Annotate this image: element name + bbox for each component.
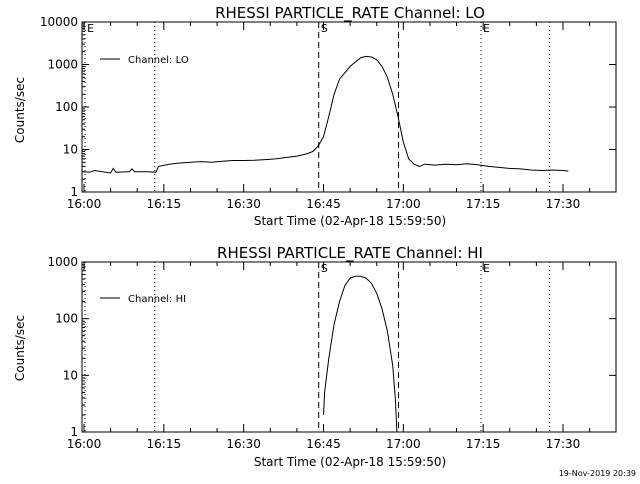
- x-axis-label-lo: Start Time (02-Apr-18 15:59:50): [254, 214, 446, 228]
- y-tick-label-hi: 1: [70, 425, 78, 439]
- y-tick-label-lo: 1000: [47, 58, 78, 72]
- y-tick-label-lo: 1: [70, 185, 78, 199]
- plot-frame-hi: [81, 261, 617, 433]
- chart-title-lo: RHESSI PARTICLE_RATE Channel: LO: [215, 4, 485, 23]
- y-tick-label-lo: 10: [63, 143, 78, 157]
- timestamp: 19-Nov-2019 20:39: [559, 469, 636, 478]
- y-axis-label-hi: Counts/sec: [13, 315, 27, 381]
- x-tick-label-lo: 16:30: [226, 197, 261, 211]
- panel-hi: RHESSI PARTICLE_RATE Channel: HI Counts/…: [13, 244, 617, 469]
- marker-label-lo: S: [321, 22, 328, 35]
- series-line-lo: [83, 55, 569, 174]
- y-tick-label-hi: 10: [63, 368, 78, 382]
- x-tick-label-hi: 17:00: [386, 437, 421, 451]
- series-line-hi: [323, 275, 398, 433]
- x-tick-label-lo: 16:15: [147, 197, 182, 211]
- x-tick-label-hi: 16:00: [67, 437, 102, 451]
- marker-label-hi: E: [483, 262, 490, 275]
- marker-label-lo: E: [87, 22, 94, 35]
- legend-label-lo: Channel: LO: [128, 55, 189, 66]
- x-tick-label-hi: 16:45: [306, 437, 341, 451]
- x-tick-label-hi: 17:15: [466, 437, 501, 451]
- y-tick-label-lo: 100: [55, 100, 78, 114]
- y-tick-label-hi: 1000: [47, 255, 78, 269]
- x-tick-label-lo: 17:30: [546, 197, 581, 211]
- x-tick-label-lo: 17:00: [386, 197, 421, 211]
- marker-label-lo: E: [483, 22, 490, 35]
- marker-label-hi: S: [321, 262, 328, 275]
- y-tick-label-lo: 10000: [40, 15, 78, 29]
- y-axis-label-lo: Counts/sec: [13, 77, 27, 143]
- x-tick-label-lo: 16:00: [67, 197, 102, 211]
- x-tick-label-hi: 16:15: [147, 437, 182, 451]
- x-tick-label-lo: 17:15: [466, 197, 501, 211]
- x-tick-label-hi: 17:30: [546, 437, 581, 451]
- plot-frame-lo: [81, 21, 617, 193]
- y-tick-label-hi: 100: [55, 312, 78, 326]
- legend-label-hi: Channel: HI: [128, 294, 186, 305]
- chart-title-hi: RHESSI PARTICLE_RATE Channel: HI: [217, 244, 483, 263]
- panel-lo: RHESSI PARTICLE_RATE Channel: LO Counts/…: [13, 4, 617, 228]
- x-axis-label-hi: Start Time (02-Apr-18 15:59:50): [254, 455, 446, 469]
- x-tick-label-lo: 16:45: [306, 197, 341, 211]
- x-tick-label-hi: 16:30: [226, 437, 261, 451]
